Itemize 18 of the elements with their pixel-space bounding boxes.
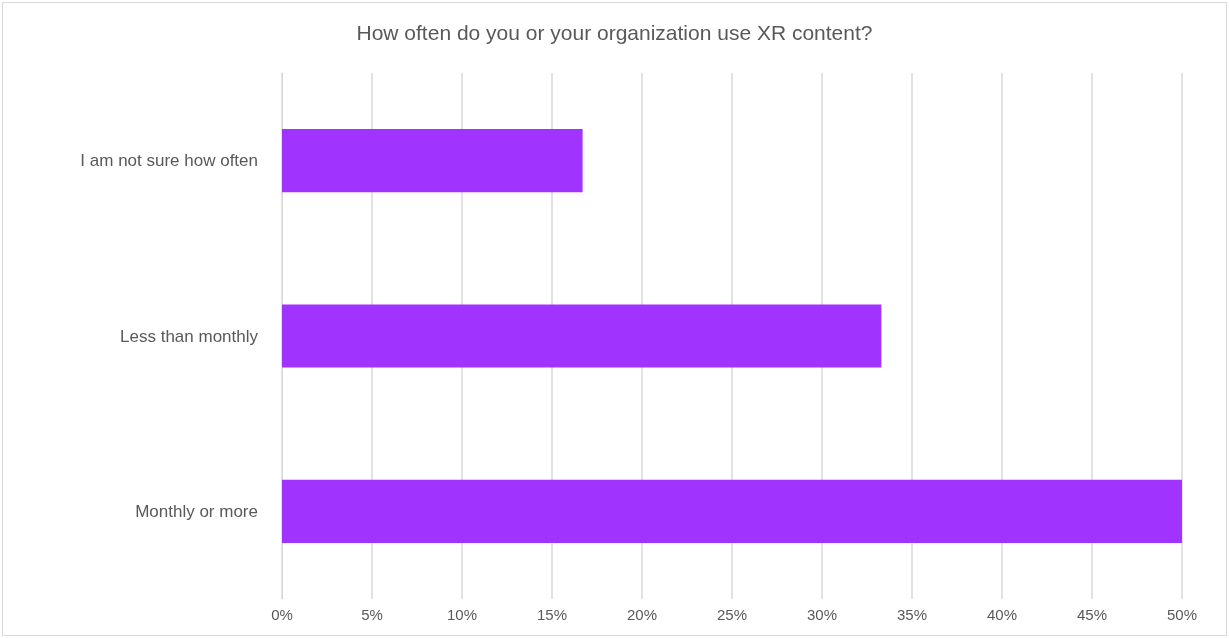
x-tick-label: 30% <box>806 606 838 623</box>
x-tick-label: 10% <box>446 606 478 623</box>
y-tick-label: Monthly or more <box>135 501 258 521</box>
bar <box>282 304 882 368</box>
x-tick-label: 5% <box>361 606 383 623</box>
x-tick-label: 40% <box>986 606 1018 623</box>
y-tick-label: Less than monthly <box>120 326 259 346</box>
bar <box>282 129 583 193</box>
chart-title: How often do you or your organization use XR content? <box>356 21 873 44</box>
x-tick-label: 45% <box>1076 606 1108 623</box>
bar <box>282 479 1182 543</box>
x-tick-label: 25% <box>716 606 748 623</box>
x-tick-label: 0% <box>271 606 293 623</box>
x-tick-label: 50% <box>1166 606 1198 623</box>
x-tick-label: 35% <box>896 606 928 623</box>
x-tick-label: 20% <box>626 606 658 623</box>
y-tick-label: I am not sure how often <box>80 151 258 171</box>
x-tick-label: 15% <box>536 606 568 623</box>
